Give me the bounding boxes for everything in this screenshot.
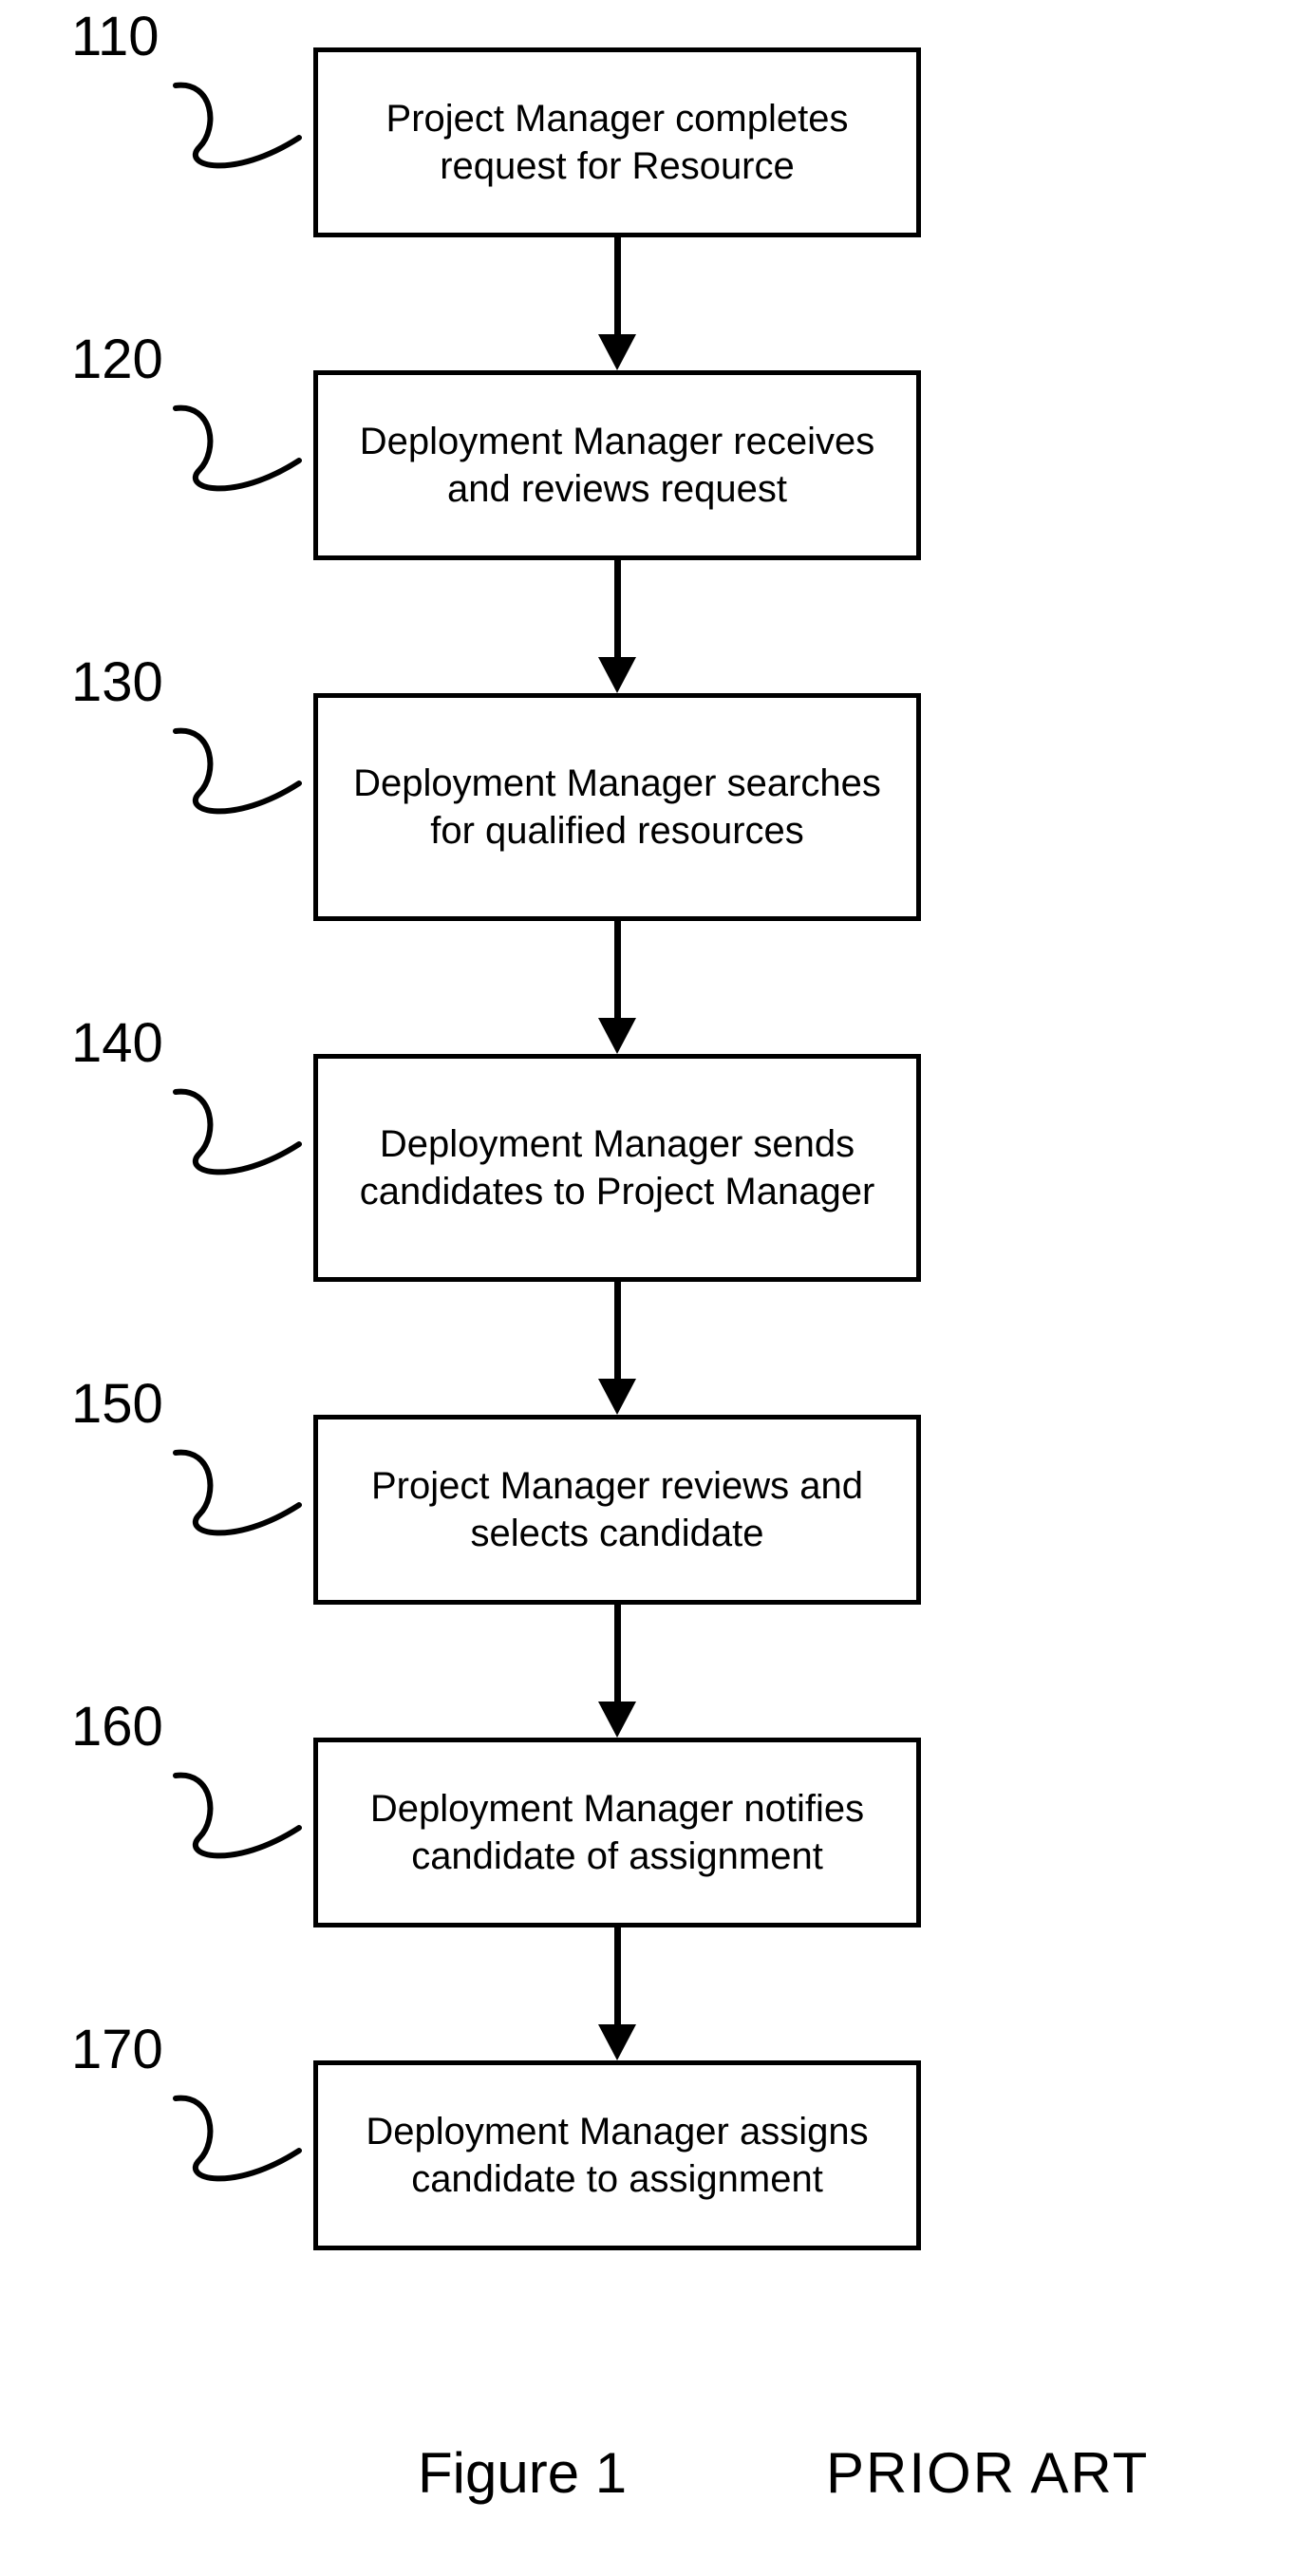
reference-label: 130 — [71, 650, 163, 714]
arrow-head-icon — [598, 2024, 636, 2060]
reference-label: 150 — [71, 1372, 163, 1436]
arrow-head-icon — [598, 1018, 636, 1054]
arrow-line — [614, 237, 621, 334]
arrow-line — [614, 921, 621, 1018]
arrow-head-icon — [598, 334, 636, 370]
reference-label: 120 — [71, 328, 163, 391]
node-text: Deployment Manager assigns candidate to … — [337, 2108, 897, 2203]
flowchart-node: Deployment Manager receives and reviews … — [313, 370, 921, 560]
node-text: Project Manager completes request for Re… — [337, 95, 897, 190]
node-text: Project Manager reviews and selects cand… — [337, 1462, 897, 1557]
node-text: Deployment Manager searches for qualifie… — [337, 760, 897, 855]
flowchart-node: Deployment Manager assigns candidate to … — [313, 2060, 921, 2250]
flowchart-node: Deployment Manager notifies candidate of… — [313, 1738, 921, 1927]
arrow-line — [614, 1282, 621, 1379]
flowchart-node: Deployment Manager searches for qualifie… — [313, 693, 921, 921]
arrow-line — [614, 1605, 621, 1702]
arrow-head-icon — [598, 1702, 636, 1738]
callout-squiggle — [166, 2089, 309, 2208]
reference-label: 160 — [71, 1695, 163, 1758]
reference-label: 110 — [71, 5, 159, 68]
prior-art-caption: PRIOR ART — [826, 2440, 1149, 2506]
callout-squiggle — [166, 399, 309, 517]
flowchart-node: Project Manager reviews and selects cand… — [313, 1415, 921, 1605]
figure-caption: Figure 1 — [418, 2440, 627, 2506]
callout-squiggle — [166, 76, 309, 195]
flowchart-node: Deployment Manager sends candidates to P… — [313, 1054, 921, 1282]
arrow-head-icon — [598, 657, 636, 693]
arrow-line — [614, 560, 621, 657]
node-text: Deployment Manager notifies candidate of… — [337, 1785, 897, 1880]
callout-squiggle — [166, 1082, 309, 1201]
flowchart-canvas: Project Manager completes request for Re… — [0, 0, 1315, 2576]
flowchart-node: Project Manager completes request for Re… — [313, 47, 921, 237]
arrow-line — [614, 1927, 621, 2024]
node-text: Deployment Manager receives and reviews … — [337, 418, 897, 513]
callout-squiggle — [166, 1443, 309, 1562]
callout-squiggle — [166, 722, 309, 840]
arrow-head-icon — [598, 1379, 636, 1415]
callout-squiggle — [166, 1766, 309, 1885]
reference-label: 170 — [71, 2018, 163, 2081]
node-text: Deployment Manager sends candidates to P… — [337, 1120, 897, 1215]
reference-label: 140 — [71, 1011, 163, 1075]
